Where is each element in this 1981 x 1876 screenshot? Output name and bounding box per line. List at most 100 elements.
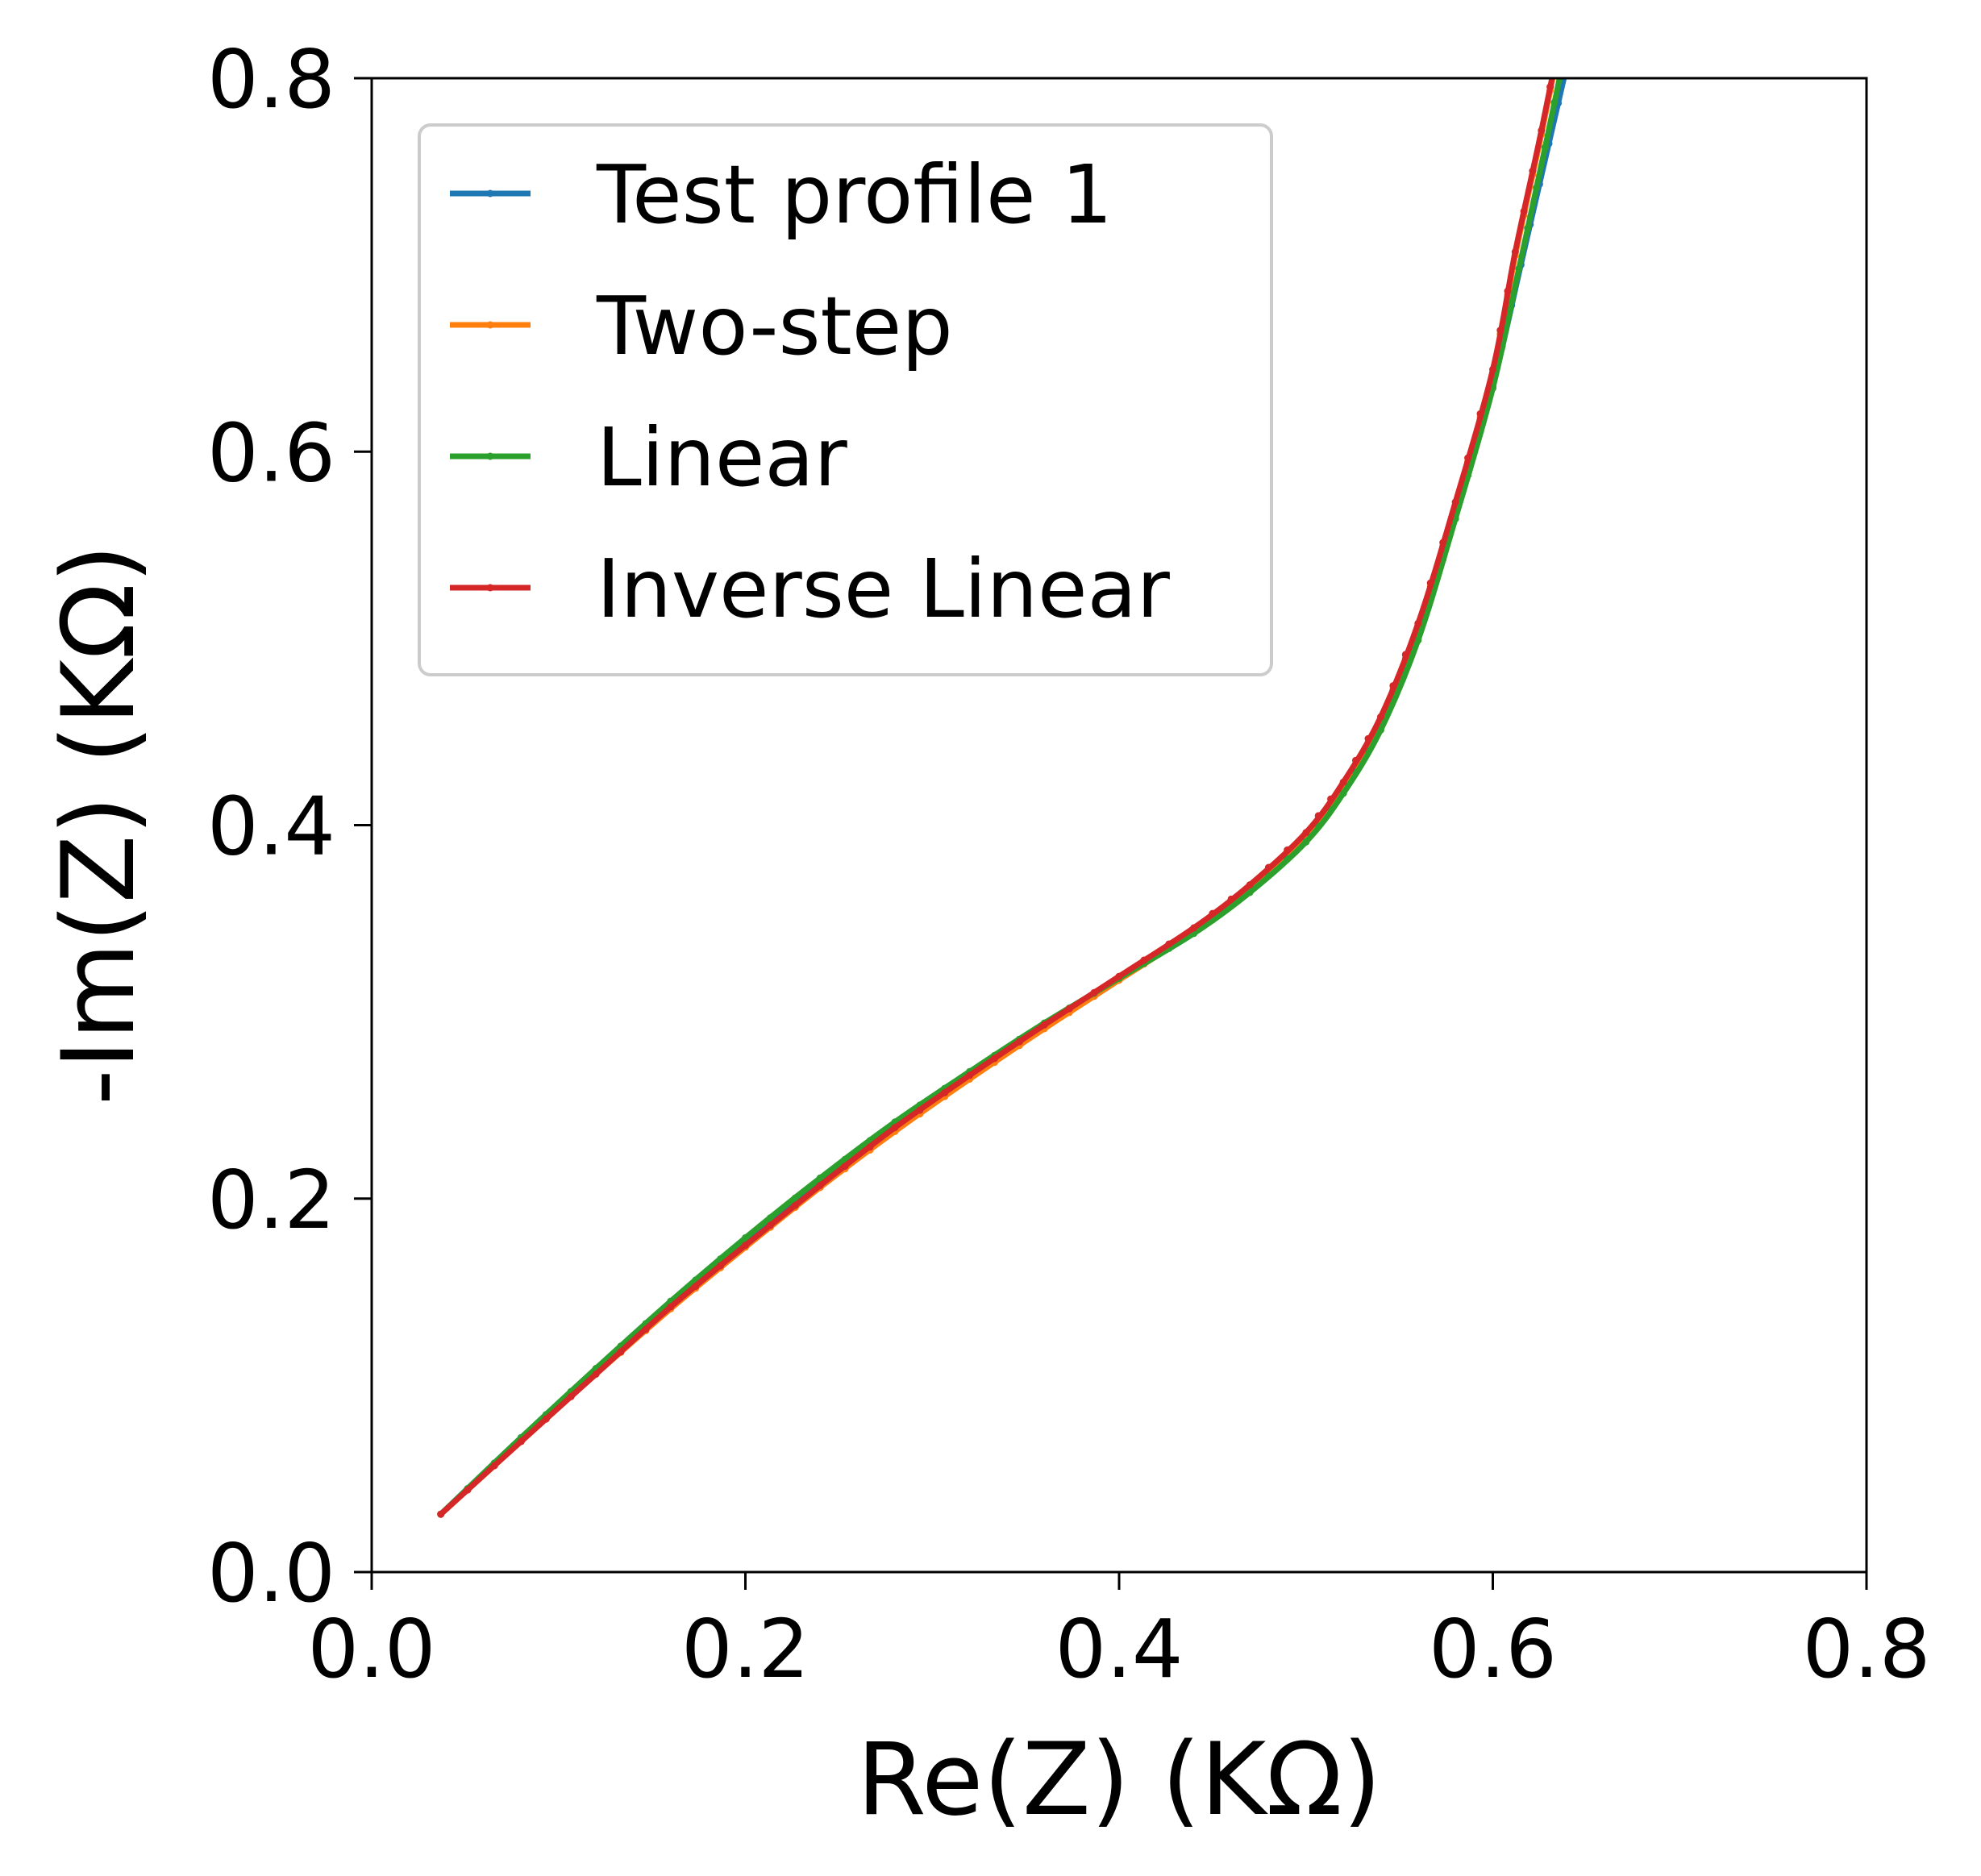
data-point [816, 1182, 824, 1189]
data-point [1377, 713, 1384, 721]
data-point [1570, 9, 1577, 16]
data-point [1364, 734, 1372, 742]
data-point [1264, 863, 1272, 871]
data-point [1506, 305, 1514, 313]
data-point [791, 1201, 799, 1209]
legend-marker [486, 321, 494, 329]
data-point [1414, 636, 1422, 644]
data-point [1327, 795, 1335, 803]
legend-label: Linear [597, 410, 848, 505]
data-point [1504, 287, 1512, 295]
data-point [1015, 1038, 1023, 1046]
data-point [1426, 579, 1434, 587]
data-point [941, 1089, 949, 1096]
data-point [1511, 247, 1519, 256]
y-tick-label: 0.6 [207, 406, 335, 500]
data-point [1339, 778, 1347, 786]
x-tick-label: 0.6 [1429, 1602, 1557, 1696]
data-point [1538, 127, 1546, 135]
data-point [866, 1143, 874, 1151]
data-point [1555, 44, 1563, 51]
data-point [1284, 846, 1292, 854]
data-point [1190, 924, 1198, 932]
x-tick-label: 0.2 [681, 1602, 809, 1696]
y-axis: 0.0 0.2 0.4 0.6 0.8 [207, 32, 372, 1620]
data-point [791, 1194, 799, 1202]
data-point [1040, 1021, 1048, 1029]
data-point [766, 1221, 774, 1229]
data-point [1476, 410, 1484, 418]
data-point [1414, 619, 1422, 627]
data-point [1541, 144, 1549, 152]
legend-label: Inverse Linear [597, 542, 1171, 636]
data-point [1352, 756, 1359, 764]
data-point [1546, 83, 1554, 91]
data-point [617, 1348, 625, 1356]
legend-marker [486, 584, 494, 592]
data-point [916, 1106, 924, 1114]
data-point [1389, 682, 1397, 690]
x-axis: 0.0 0.2 0.4 0.6 0.8 [307, 1572, 1931, 1696]
data-point [1339, 789, 1347, 797]
data-point [1165, 940, 1173, 948]
series-layer [437, 0, 1577, 1518]
data-point [1401, 651, 1409, 659]
legend-marker [486, 452, 494, 460]
data-point [1529, 167, 1537, 175]
legend-label: Two-step [596, 279, 953, 373]
data-point [966, 1071, 974, 1079]
data-point [742, 1242, 749, 1250]
data-point [1140, 956, 1148, 964]
data-point [1564, 0, 1571, 3]
x-axis-label: Re(Z) (KΩ) [857, 1722, 1382, 1838]
data-point [692, 1283, 700, 1291]
y-tick-label: 0.0 [207, 1526, 335, 1620]
data-point [1246, 888, 1254, 896]
y-axis-label: -Im(Z) (KΩ) [41, 544, 157, 1105]
data-point [1065, 1005, 1073, 1013]
y-tick-label: 0.4 [207, 780, 335, 874]
x-tick-label: 0.8 [1802, 1602, 1930, 1696]
data-point [1377, 726, 1384, 734]
data-point [1550, 98, 1559, 106]
data-point [1090, 988, 1098, 996]
data-point [490, 1462, 498, 1470]
data-point [1209, 909, 1217, 917]
data-point [816, 1174, 824, 1182]
legend: Test profile 1 Two-step Linear Inverse Line… [418, 123, 1273, 676]
data-point [1227, 895, 1235, 903]
data-point [517, 1437, 525, 1445]
data-point [891, 1124, 899, 1132]
data-point [1515, 264, 1523, 272]
legend-entry: Test profile 1 [450, 148, 1113, 242]
data-point [642, 1325, 650, 1333]
data-point [1439, 539, 1447, 547]
data-point [1520, 207, 1528, 215]
data-point [567, 1392, 575, 1400]
data-point [542, 1415, 550, 1423]
legend-marker [486, 189, 494, 198]
data-point [1302, 838, 1310, 846]
legend-entry: Inverse Linear [450, 542, 1171, 636]
data-point [464, 1486, 472, 1494]
data-point [1564, 0, 1571, 7]
data-point [717, 1262, 725, 1270]
data-point [1489, 365, 1496, 373]
data-point [742, 1233, 749, 1242]
data-point [841, 1163, 849, 1171]
data-point [667, 1303, 675, 1311]
legend-entry: Two-step [450, 279, 953, 373]
y-tick-label: 0.8 [207, 32, 335, 127]
data-point [1246, 881, 1254, 889]
data-point [1464, 454, 1472, 462]
data-point [1555, 40, 1563, 47]
data-point [592, 1371, 600, 1378]
data-point [1302, 829, 1310, 837]
data-point [1564, 59, 1571, 66]
x-tick-label: 0.4 [1055, 1602, 1183, 1696]
legend-box [418, 123, 1273, 676]
data-point [766, 1214, 774, 1222]
legend-label: Test profile 1 [596, 148, 1113, 242]
data-point [1533, 184, 1541, 192]
